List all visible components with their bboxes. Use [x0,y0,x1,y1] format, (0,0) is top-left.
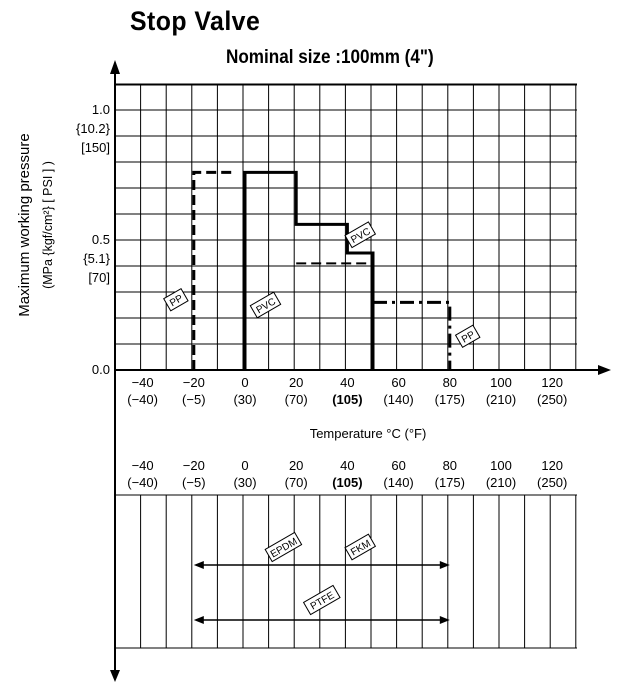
y-tick-label: 1.0 [92,102,110,117]
x-tick-label-fahrenheit: (140) [383,392,413,407]
x-tick-label-fahrenheit: (30) [233,392,256,407]
x-tick-label-celsius: 20 [289,375,303,390]
x-tick-label-fahrenheit: (250) [537,392,567,407]
series-line-pvc [243,170,375,370]
x-tick-label-lower-fahrenheit: (210) [486,475,516,490]
tag-box [344,533,377,561]
x-tick-label-lower-celsius: 40 [340,458,354,473]
x-tick-labels-upper: −40 (−40) −20 (−5) 0 (30) 20 (70) 40 (105) 60 (140)… [127,375,567,407]
series-line-pp [192,170,233,370]
x-tick-label-lower-celsius: 80 [443,458,457,473]
x-tick-label-lower-celsius: −40 [132,458,154,473]
y-axis-unit-label: (MPa {kgf/cm²} [ PSI ] ) [41,161,55,289]
x-tick-label-lower-celsius: −20 [183,458,205,473]
x-tick-label-lower-celsius: 20 [289,458,303,473]
series-line-pp [373,300,452,370]
chart-title: Stop Valve [130,6,261,36]
x-tick-labels-lower: −40 (−40) −20 (−5) 0 (30) 20 (70) 40 (105) 60 (140)… [127,458,567,490]
upper-grid [114,83,577,371]
x-tick-label-lower-fahrenheit: (70) [285,475,308,490]
axes [110,60,611,682]
x-tick-label-celsius: 120 [541,375,563,390]
x-tick-label-lower-celsius: 0 [241,458,248,473]
y-tick-label: [150] [81,140,110,155]
x-tick-label-celsius: 80 [443,375,457,390]
x-tick-label-lower-fahrenheit: (105) [332,475,362,490]
range-arrow-head-right [439,561,450,569]
y-axis-label: Maximum working pressure [16,133,33,316]
nominal-size-label: Nominal size : [226,47,341,68]
x-tick-label-celsius: 100 [490,375,512,390]
y-tick-label: 0.0 [92,362,110,377]
x-tick-label-celsius: 40 [340,375,354,390]
material-tag-pp: PP [163,288,189,312]
y-tick-label: {5.1} [83,251,110,266]
x-axis-arrow [598,365,611,375]
x-tick-label-lower-celsius: 100 [490,458,512,473]
tag-box [249,291,282,319]
tag-box [302,584,341,616]
range-arrow-head-left [193,616,204,624]
nominal-size-value: 100mm (4") [340,47,434,68]
y-axis-arrow-down [110,670,120,682]
y-tick-labels: 1.0 {10.2} [150] 0.5 {5.1} [70] 0.0 [76,102,111,377]
x-tick-label-lower-celsius: 120 [541,458,563,473]
range-arrow-head-right [439,616,450,624]
material-tag-pp: PP [454,324,481,348]
x-tick-label-fahrenheit: (−40) [127,392,158,407]
x-tick-label-lower-celsius: 60 [391,458,405,473]
x-tick-label-lower-fahrenheit: (30) [233,475,256,490]
y-axis-arrow-up [110,60,120,74]
tag-box [163,288,189,312]
x-tick-label-celsius: −40 [132,375,154,390]
x-tick-label-fahrenheit: (−5) [182,392,205,407]
seal-tag-ptfe: PTFE [302,584,341,616]
material-tag-pvc: PVC [249,291,282,319]
x-tick-label-celsius: 60 [391,375,405,390]
chart-subtitle: Nominal size :100mm (4") [226,47,434,69]
x-tick-label-fahrenheit: (210) [486,392,516,407]
x-tick-label-lower-fahrenheit: (−5) [182,475,205,490]
y-tick-label: 0.5 [92,232,110,247]
tag-box [344,221,377,249]
tag-box [454,324,481,348]
pressure-series [192,170,452,370]
y-tick-label: [70] [88,270,110,285]
x-tick-label-fahrenheit: (70) [285,392,308,407]
x-tick-label-lower-fahrenheit: (250) [537,475,567,490]
lower-grid [114,494,577,649]
x-tick-label-celsius: −20 [183,375,205,390]
x-tick-label-lower-fahrenheit: (140) [383,475,413,490]
range-arrow-head-left [193,561,204,569]
y-tick-label: {10.2} [76,121,111,136]
x-tick-label-lower-fahrenheit: (175) [435,475,465,490]
x-tick-label-fahrenheit: (105) [332,392,362,407]
seal-tag-epdm: EPDM [264,531,303,563]
tag-box [264,531,303,563]
x-tick-label-lower-fahrenheit: (−40) [127,475,158,490]
x-tick-label-celsius: 0 [241,375,248,390]
x-axis-label: Temperature °C (°F) [310,426,427,441]
x-tick-label-fahrenheit: (175) [435,392,465,407]
